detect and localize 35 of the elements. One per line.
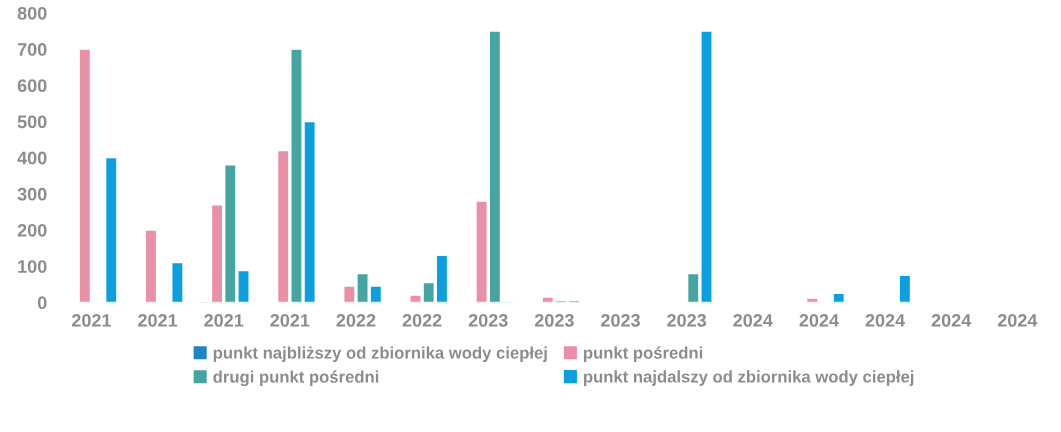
x-tick-label: 2024 <box>931 313 972 327</box>
x-tick-label: 2021 <box>204 313 244 327</box>
x-tick-label: 2023 <box>601 313 640 327</box>
bar <box>171 261 184 303</box>
bar <box>898 274 912 303</box>
x-tick-label: 2024 <box>733 313 773 327</box>
legend-label: drugi punkt pośredni <box>213 370 379 387</box>
y-tick-label: 400 <box>17 151 47 165</box>
legend-label: punkt pośredni <box>583 346 703 363</box>
x-tick-label: 2024 <box>865 313 906 327</box>
y-tick-label: 600 <box>17 79 47 93</box>
y-tick-label: 800 <box>17 6 47 20</box>
x-tick-label: 2023 <box>667 313 707 327</box>
y-tick-label: 700 <box>17 43 47 56</box>
x-tick-label: 2024 <box>997 313 1038 327</box>
bar <box>104 156 118 303</box>
y-tick-label: 200 <box>17 223 47 237</box>
x-tick-label: 2022 <box>402 313 442 327</box>
x-tick-label: 2022 <box>336 313 376 327</box>
x-tick-label: 2023 <box>468 313 508 327</box>
y-tick-label: 300 <box>17 187 47 201</box>
x-tick-label: 2021 <box>138 313 178 327</box>
legend-label: punkt najdalszy od zbiornika wody ciepłej <box>583 370 914 386</box>
legend-label: punkt najbliższy od zbiornika wody ciepłej <box>213 346 547 363</box>
x-tick-label: 2021 <box>270 313 310 327</box>
bar <box>144 229 158 303</box>
bar <box>832 292 846 303</box>
x-tick-label: 2024 <box>799 313 839 327</box>
x-tick-label: 2023 <box>534 313 574 327</box>
bar <box>805 297 819 303</box>
y-tick-label: 100 <box>18 260 47 273</box>
y-tick-label: 500 <box>17 115 47 129</box>
bar <box>78 48 92 303</box>
x-tick-label: 2021 <box>71 313 112 327</box>
y-tick-label: 0 <box>37 296 47 310</box>
